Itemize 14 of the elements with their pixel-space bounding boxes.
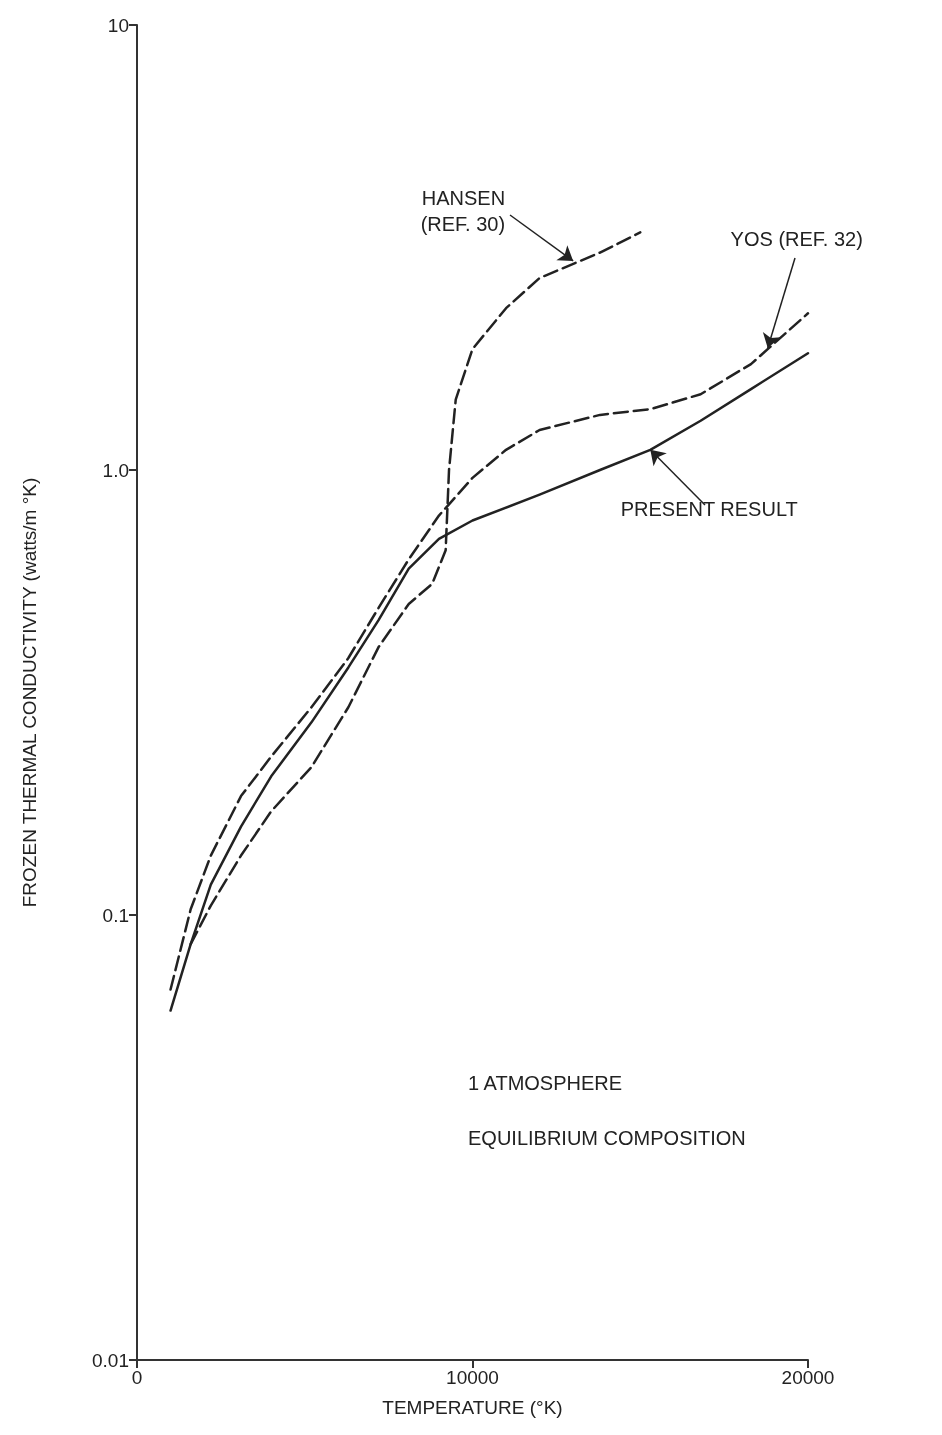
annotation: 1 ATMOSPHERE <box>468 1072 623 1094</box>
annotation: PRESENT RESULT <box>620 498 798 521</box>
y-tick-label: 0.01 <box>92 1349 129 1371</box>
x-axis-title: TEMPERATURE (°K) <box>382 1397 563 1418</box>
annotation: YOS (REF. 32) <box>730 228 863 251</box>
x-tick-label: 0 <box>131 1367 143 1388</box>
y-tick-label: 0.1 <box>102 904 129 926</box>
x-tick-label: 20000 <box>781 1367 835 1388</box>
y-axis-title: FROZEN THERMAL CONDUCTIVITY (watts/m °K) <box>19 477 40 908</box>
annotation: HANSEN (REF. 30) <box>420 187 506 236</box>
y-tick-label: 1.0 <box>102 459 129 481</box>
y-tick-label: 10 <box>107 14 129 36</box>
x-tick-label: 10000 <box>446 1367 499 1388</box>
annotation: EQUILIBRIUM COMPOSITION <box>468 1127 746 1149</box>
